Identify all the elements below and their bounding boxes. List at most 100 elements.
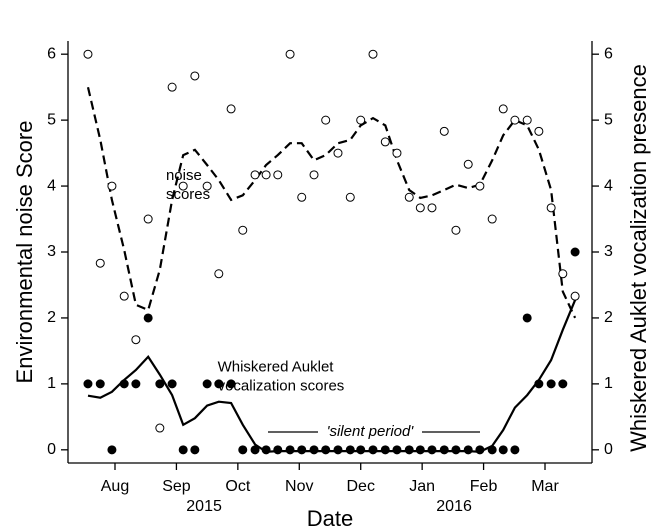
data-point [119,379,129,389]
data-point [510,115,520,125]
data-point [202,181,212,191]
x-tick-label: Jan [409,478,435,495]
data-point [534,379,544,389]
data-point [155,423,165,433]
annotation: scores [166,186,210,203]
data-point [487,214,497,224]
y-tick-label: 5 [47,111,56,128]
annotation: Whiskered Auklet [218,358,335,375]
data-point [309,170,319,180]
data-point [143,214,153,224]
data-point [463,159,473,169]
data-point [119,291,129,301]
data-point [345,192,355,202]
data-point [250,170,260,180]
data-point [510,445,520,455]
data-point [297,445,307,455]
y-tick-label: 6 [47,45,56,62]
trend-line [87,299,577,453]
data-point [356,115,366,125]
year-label: 2015 [186,498,222,515]
data-point [415,203,425,213]
y2-axis-title: Whiskered Auklet vocalization presence [626,64,651,452]
data-point [546,203,556,213]
data-point [226,104,236,114]
y-tick-label: 3 [47,243,56,260]
y2-tick-label: 5 [604,111,613,128]
data-point [238,225,248,235]
data-point [261,445,271,455]
data-point [570,291,580,301]
annotation: noise [166,167,202,184]
data-point [522,313,532,323]
data-point [380,445,390,455]
data-point [107,445,117,455]
data-point [321,445,331,455]
data-point [368,49,378,59]
data-point [439,445,449,455]
data-point [131,379,141,389]
data-point [178,445,188,455]
data-point [95,379,105,389]
data-point [534,126,544,136]
data-point [498,104,508,114]
data-point [261,170,271,180]
data-point [427,445,437,455]
year-label: 2016 [436,498,472,515]
x-tick-label: Sep [162,478,191,495]
x-tick-label: Aug [101,478,129,495]
y2-tick-label: 4 [604,177,613,194]
data-point [392,148,402,158]
data-point [415,445,425,455]
y2-tick-label: 1 [604,375,613,392]
data-point [285,445,295,455]
x-tick-label: Dec [346,478,374,495]
data-point [238,445,248,455]
data-point [83,49,93,59]
data-point [273,445,283,455]
data-point [498,445,508,455]
trend-line [86,86,577,319]
data-point [380,137,390,147]
data-point [143,313,153,323]
data-point [309,445,319,455]
data-point [463,445,473,455]
y-tick-label: 0 [47,441,56,458]
data-point [558,379,568,389]
data-point [167,82,177,92]
data-point [83,379,93,389]
data-point [285,49,295,59]
data-point [570,247,580,257]
y-tick-label: 1 [47,375,56,392]
data-point [368,445,378,455]
data-point [226,379,236,389]
data-point [333,148,343,158]
data-point [178,181,188,191]
y2-tick-label: 3 [604,243,613,260]
data-point [297,192,307,202]
data-point [404,445,414,455]
data-point [214,379,224,389]
data-point [475,181,485,191]
data-point [202,379,212,389]
data-point [95,258,105,268]
data-point [333,445,343,455]
data-point [487,445,497,455]
data-point [107,181,117,191]
x-tick-label: Nov [285,478,313,495]
data-point [404,192,414,202]
data-point [321,115,331,125]
data-point [427,203,437,213]
data-point [356,445,366,455]
y2-tick-label: 0 [604,441,613,458]
x-tick-label: Mar [531,478,559,495]
y-axis-title: Environmental noise Score [12,121,37,384]
annotation: 'silent period' [327,423,415,440]
x-tick-label: Oct [225,478,250,495]
annotation: vocalization scores [218,377,345,394]
x-axis-title: Date [307,506,353,531]
data-point [131,335,141,345]
data-point [451,445,461,455]
y-tick-label: 2 [47,309,56,326]
